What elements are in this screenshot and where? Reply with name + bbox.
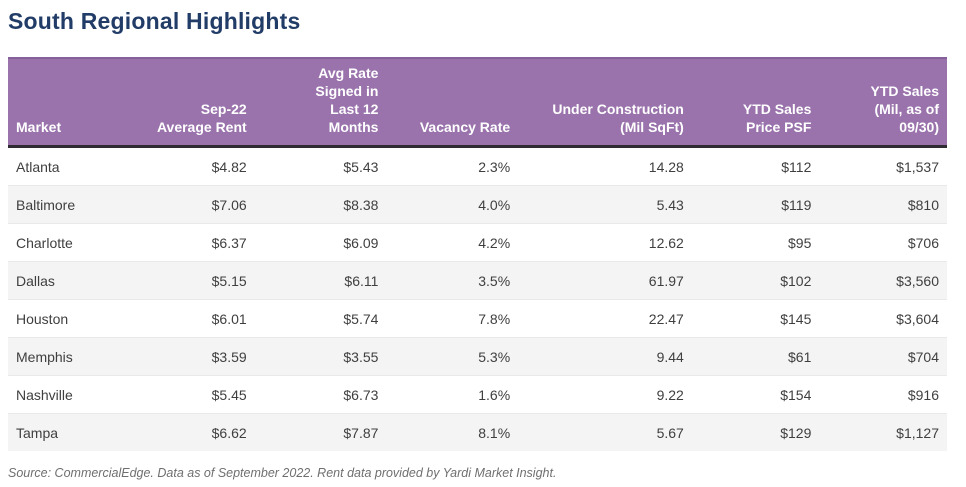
cell-market: Memphis xyxy=(8,337,149,376)
cell-under_construction: 9.44 xyxy=(518,337,692,376)
table-body: Atlanta $4.82 $5.43 2.3% 14.28 $112 $1,537 Balt… xyxy=(8,146,947,451)
cell-ytd_sales_mil: $704 xyxy=(819,337,947,376)
table-row: Memphis $3.59 $3.55 5.3% 9.44 $61 $704 xyxy=(8,337,947,376)
cell-market: Atlanta xyxy=(8,146,149,186)
table-row: Atlanta $4.82 $5.43 2.3% 14.28 $112 $1,537 xyxy=(8,146,947,186)
cell-avg_rate_signed_12mo: $8.38 xyxy=(254,185,387,224)
table-row: Tampa $6.62 $7.87 8.1% 5.67 $129 $1,127 xyxy=(8,413,947,451)
cell-avg_rent: $6.01 xyxy=(148,299,255,338)
cell-ytd_sales_mil: $3,604 xyxy=(819,299,947,338)
column-header-under_construction: Under Construction (Mil SqFt) xyxy=(518,57,692,148)
cell-ytd_sales_price_psf: $102 xyxy=(691,261,820,300)
highlights-table: Market Sep-22 Average Rent Avg Rate Signed i… xyxy=(8,57,947,451)
cell-ytd_sales_price_psf: $119 xyxy=(691,185,820,224)
cell-avg_rate_signed_12mo: $6.73 xyxy=(254,375,387,414)
cell-ytd_sales_mil: $1,537 xyxy=(819,146,947,186)
cell-under_construction: 5.67 xyxy=(518,413,692,451)
cell-vacancy_rate: 7.8% xyxy=(386,299,519,338)
cell-vacancy_rate: 3.5% xyxy=(386,261,519,300)
cell-avg_rent: $3.59 xyxy=(148,337,255,376)
table-row: Houston $6.01 $5.74 7.8% 22.47 $145 $3,604 xyxy=(8,299,947,338)
cell-vacancy_rate: 5.3% xyxy=(386,337,519,376)
cell-avg_rent: $6.37 xyxy=(148,223,255,262)
cell-ytd_sales_mil: $3,560 xyxy=(819,261,947,300)
column-header-avg_rent: Sep-22 Average Rent xyxy=(148,57,255,148)
cell-vacancy_rate: 4.0% xyxy=(386,185,519,224)
column-header-avg_rate_signed_12mo: Avg Rate Signed in Last 12 Months xyxy=(254,57,387,148)
cell-ytd_sales_price_psf: $129 xyxy=(691,413,820,451)
table-row: Charlotte $6.37 $6.09 4.2% 12.62 $95 $706 xyxy=(8,223,947,262)
cell-avg_rent: $5.15 xyxy=(148,261,255,300)
cell-under_construction: 5.43 xyxy=(518,185,692,224)
header-row: Market Sep-22 Average Rent Avg Rate Signed i… xyxy=(8,57,947,148)
cell-ytd_sales_price_psf: $95 xyxy=(691,223,820,262)
table-row: Baltimore $7.06 $8.38 4.0% 5.43 $119 $810 xyxy=(8,185,947,224)
cell-market: Tampa xyxy=(8,413,149,451)
cell-market: Nashville xyxy=(8,375,149,414)
cell-market: Houston xyxy=(8,299,149,338)
table-row: Nashville $5.45 $6.73 1.6% 9.22 $154 $916 xyxy=(8,375,947,414)
cell-vacancy_rate: 1.6% xyxy=(386,375,519,414)
cell-vacancy_rate: 8.1% xyxy=(386,413,519,451)
cell-ytd_sales_price_psf: $145 xyxy=(691,299,820,338)
cell-ytd_sales_price_psf: $61 xyxy=(691,337,820,376)
cell-avg_rent: $7.06 xyxy=(148,185,255,224)
cell-avg_rate_signed_12mo: $6.11 xyxy=(254,261,387,300)
column-header-vacancy_rate: Vacancy Rate xyxy=(386,57,519,148)
cell-vacancy_rate: 4.2% xyxy=(386,223,519,262)
table-row: Dallas $5.15 $6.11 3.5% 61.97 $102 $3,560 xyxy=(8,261,947,300)
column-header-market: Market xyxy=(8,57,149,148)
table-header: Market Sep-22 Average Rent Avg Rate Signed i… xyxy=(8,57,947,148)
cell-under_construction: 14.28 xyxy=(518,146,692,186)
cell-market: Dallas xyxy=(8,261,149,300)
cell-avg_rate_signed_12mo: $5.43 xyxy=(254,146,387,186)
source-note: Source: CommercialEdge. Data as of Septe… xyxy=(8,466,557,480)
cell-under_construction: 22.47 xyxy=(518,299,692,338)
cell-vacancy_rate: 2.3% xyxy=(386,146,519,186)
cell-ytd_sales_price_psf: $112 xyxy=(691,146,820,186)
page-title: South Regional Highlights xyxy=(8,8,301,34)
cell-market: Baltimore xyxy=(8,185,149,224)
cell-under_construction: 12.62 xyxy=(518,223,692,262)
cell-under_construction: 9.22 xyxy=(518,375,692,414)
cell-avg_rent: $5.45 xyxy=(148,375,255,414)
cell-avg_rate_signed_12mo: $7.87 xyxy=(254,413,387,451)
cell-ytd_sales_price_psf: $154 xyxy=(691,375,820,414)
report-section: South Regional Highlights Market Sep-22 Av… xyxy=(8,8,947,481)
cell-avg_rate_signed_12mo: $6.09 xyxy=(254,223,387,262)
cell-avg_rent: $4.82 xyxy=(148,146,255,186)
cell-ytd_sales_mil: $1,127 xyxy=(819,413,947,451)
cell-ytd_sales_mil: $706 xyxy=(819,223,947,262)
column-header-ytd_sales_mil: YTD Sales (Mil, as of 09/30) xyxy=(819,57,947,148)
cell-ytd_sales_mil: $916 xyxy=(819,375,947,414)
cell-market: Charlotte xyxy=(8,223,149,262)
cell-ytd_sales_mil: $810 xyxy=(819,185,947,224)
cell-avg_rent: $6.62 xyxy=(148,413,255,451)
cell-avg_rate_signed_12mo: $5.74 xyxy=(254,299,387,338)
cell-avg_rate_signed_12mo: $3.55 xyxy=(254,337,387,376)
cell-under_construction: 61.97 xyxy=(518,261,692,300)
column-header-ytd_sales_price_psf: YTD Sales Price PSF xyxy=(691,57,820,148)
